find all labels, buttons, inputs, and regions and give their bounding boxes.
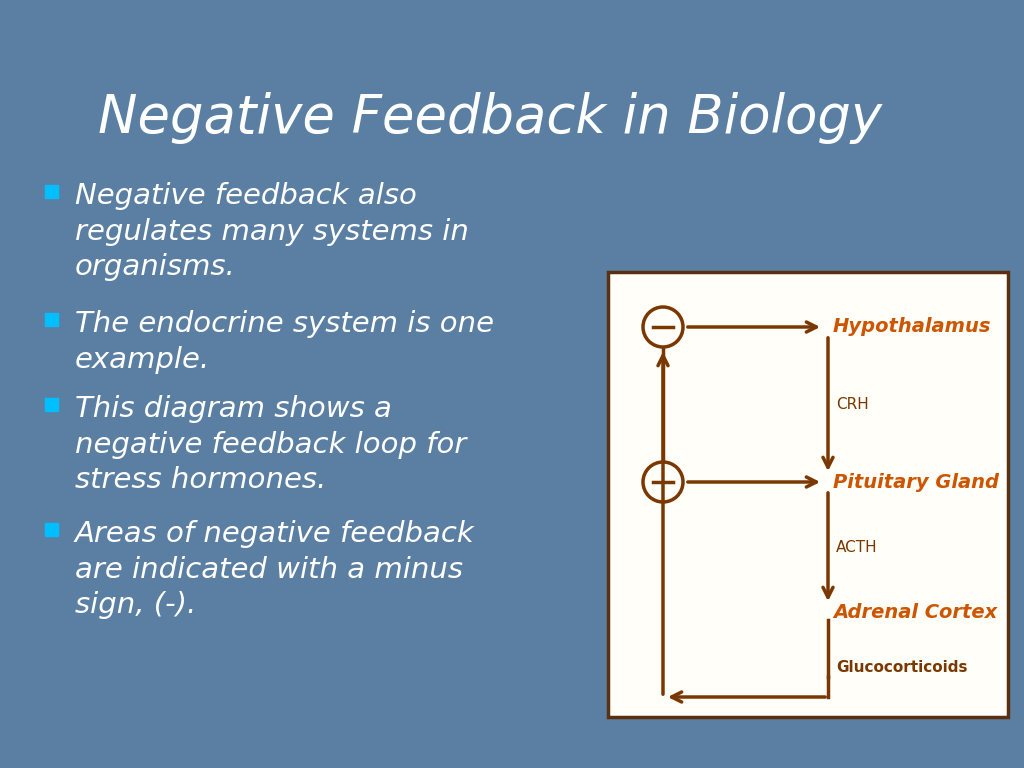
Bar [45,313,58,326]
Text: Hypothalamus: Hypothalamus [833,317,991,336]
Bar [45,398,58,411]
Bar [45,523,58,536]
Bar [45,185,58,198]
Text: This diagram shows a
negative feedback loop for
stress hormones.: This diagram shows a negative feedback l… [75,395,466,495]
Text: Pituitary Gland: Pituitary Gland [833,472,999,492]
Text: Negative Feedback in Biology: Negative Feedback in Biology [98,92,882,144]
Text: Negative feedback also
regulates many systems in
organisms.: Negative feedback also regulates many sy… [75,182,469,281]
Text: Glucocorticoids: Glucocorticoids [836,660,968,674]
Text: Areas of negative feedback
are indicated with a minus
sign, (-).: Areas of negative feedback are indicated… [75,520,475,620]
Text: ACTH: ACTH [836,539,878,554]
Text: The endocrine system is one
example.: The endocrine system is one example. [75,310,494,374]
Text: Adrenal Cortex: Adrenal Cortex [833,603,997,621]
Text: CRH: CRH [836,397,868,412]
Bar [608,272,1008,717]
